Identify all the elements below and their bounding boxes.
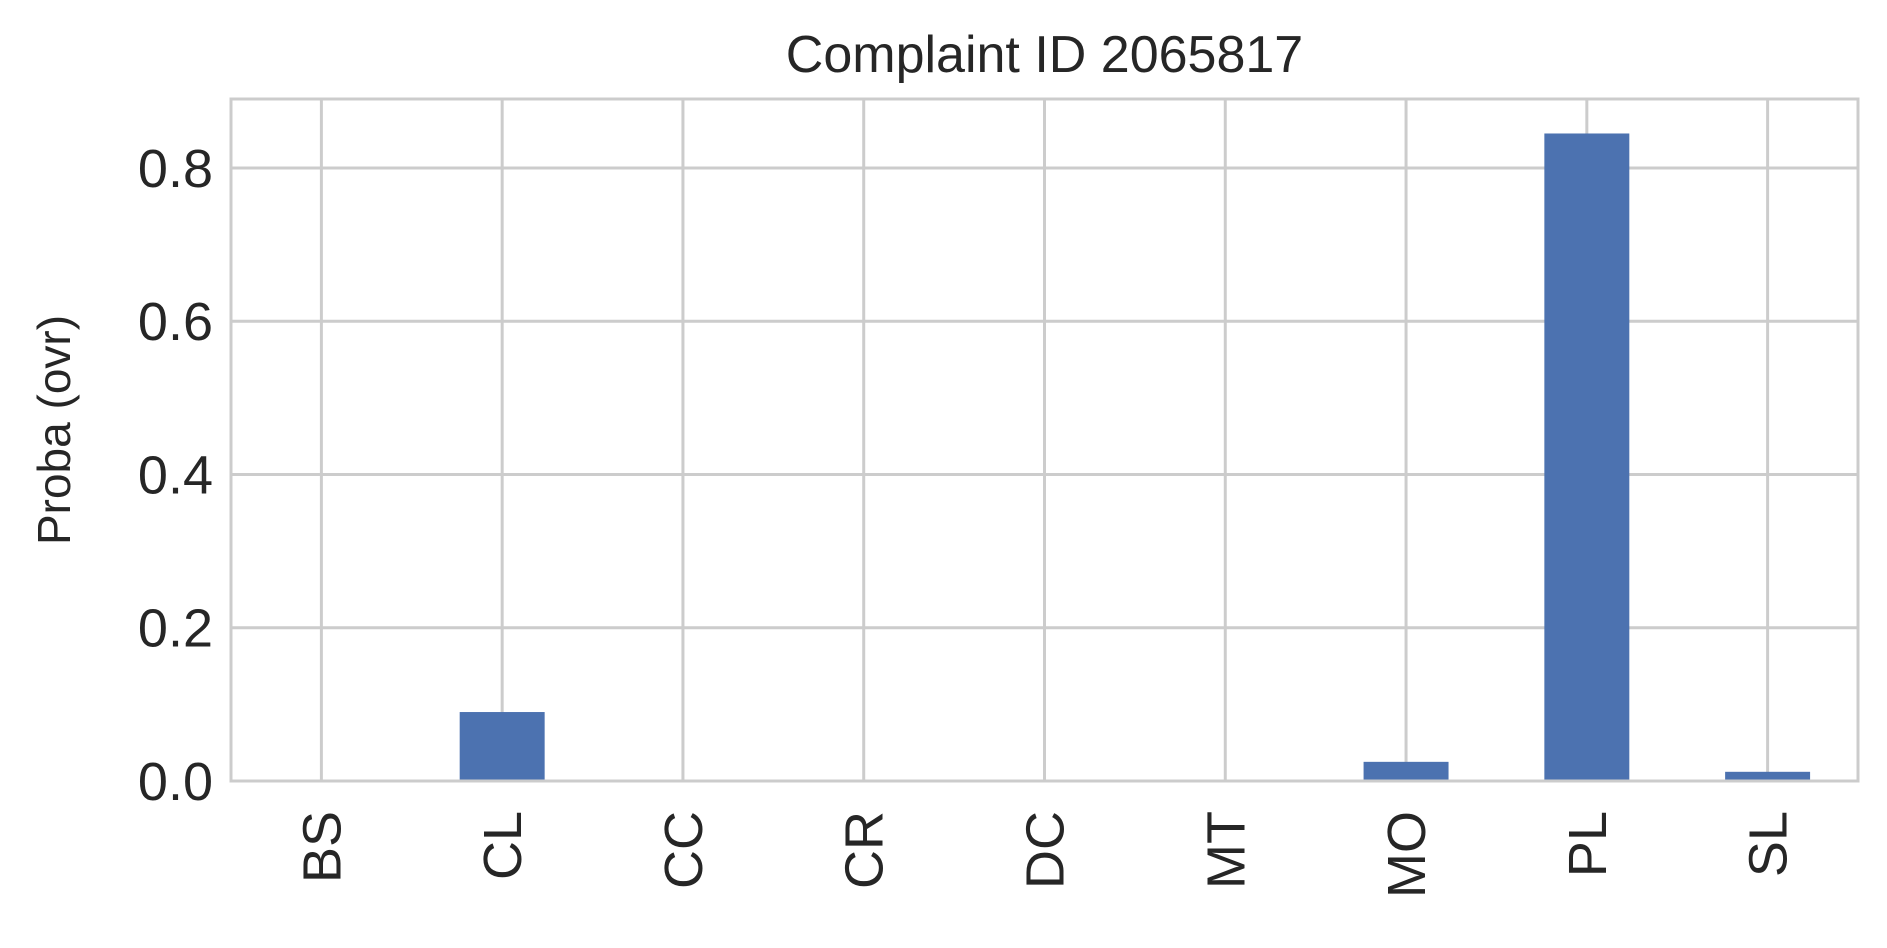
x-tick-label: DC bbox=[1016, 811, 1076, 889]
x-tick-label: MO bbox=[1377, 811, 1437, 898]
x-tick-label: PL bbox=[1558, 811, 1618, 877]
y-tick-label: 0.8 bbox=[138, 139, 213, 199]
bar-mo bbox=[1363, 761, 1449, 781]
plot-frame bbox=[229, 97, 1860, 783]
y-axis-label: Proba (ovr) bbox=[28, 315, 80, 545]
x-tick-label: CR bbox=[835, 811, 895, 889]
y-tick-label: 0.4 bbox=[138, 445, 213, 505]
y-tick-label: 0.0 bbox=[138, 752, 213, 812]
bar-cl bbox=[459, 712, 545, 781]
x-tick-label: MT bbox=[1196, 811, 1256, 889]
y-axis-ticks: 0.0 0.2 0.4 0.6 0.8 bbox=[138, 139, 213, 812]
x-axis-ticks: BS CL CC CR DC MT MO PL SL bbox=[292, 811, 1798, 898]
x-tick-label: SL bbox=[1739, 811, 1799, 877]
x-tick-label: CL bbox=[473, 811, 533, 880]
chart-title: Complaint ID 2065817 bbox=[786, 26, 1303, 84]
bar-sl bbox=[1725, 771, 1811, 781]
y-tick-label: 0.2 bbox=[138, 599, 213, 659]
bars bbox=[459, 133, 1811, 781]
y-tick-label: 0.6 bbox=[138, 292, 213, 352]
bar-pl bbox=[1544, 133, 1630, 781]
x-tick-label: BS bbox=[292, 811, 352, 883]
x-tick-label: CC bbox=[654, 811, 714, 889]
